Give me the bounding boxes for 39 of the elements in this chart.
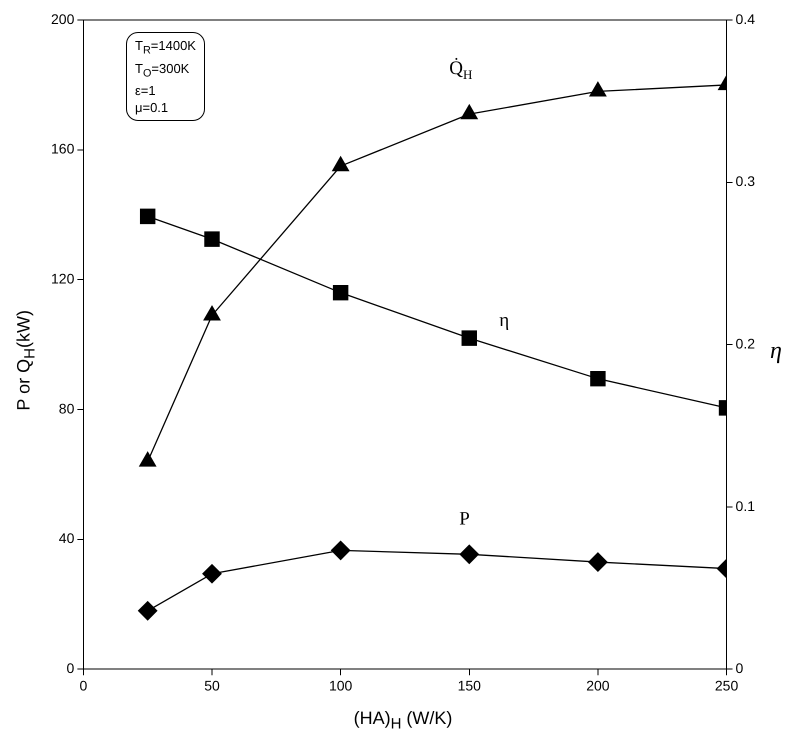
annotation: μ=0.1 xyxy=(135,99,170,116)
point xyxy=(204,231,220,247)
y-tick-label: 120 xyxy=(51,270,75,287)
x-tick-label: 50 xyxy=(204,677,220,694)
point xyxy=(140,208,156,224)
annotation: T$_{O}$=300K xyxy=(135,60,190,82)
x-tick-label: 200 xyxy=(586,677,610,694)
y2-axis-title: η xyxy=(770,338,782,365)
point xyxy=(588,552,608,572)
annotation: ε=1 xyxy=(135,82,157,100)
y-tick-label: 160 xyxy=(51,140,75,157)
point xyxy=(590,370,606,386)
y2-tick-label: 0.1 xyxy=(736,498,756,514)
y2-tick-label: 0.2 xyxy=(736,335,756,352)
x-tick-label: 150 xyxy=(458,677,482,694)
y2-tick-label: 0.4 xyxy=(736,10,756,27)
y2-tick-label: 0.3 xyxy=(736,173,756,190)
point xyxy=(332,284,348,300)
point xyxy=(589,82,606,97)
point xyxy=(138,601,158,620)
annotation: T$_{R}$=1400K xyxy=(135,37,196,59)
x-tick-label: 0 xyxy=(79,677,88,694)
point xyxy=(460,104,478,120)
point xyxy=(332,156,350,172)
point xyxy=(204,306,220,321)
point xyxy=(460,544,479,564)
series-label: P xyxy=(459,508,470,530)
point xyxy=(462,330,477,346)
y2-tick-label: 0 xyxy=(736,660,744,676)
y-tick-label: 80 xyxy=(58,400,75,416)
y-tick-label: 40 xyxy=(58,530,75,546)
y-tick-label: 200 xyxy=(51,10,75,27)
point xyxy=(330,540,350,560)
point xyxy=(202,564,222,584)
x-tick-label: 100 xyxy=(328,677,353,694)
y-tick-label: 0 xyxy=(66,660,75,676)
x-axis-title: (HA)$_{H}$ (W/K) xyxy=(352,708,454,733)
x-tick-label: 250 xyxy=(714,677,738,694)
series-label: η xyxy=(499,310,510,332)
